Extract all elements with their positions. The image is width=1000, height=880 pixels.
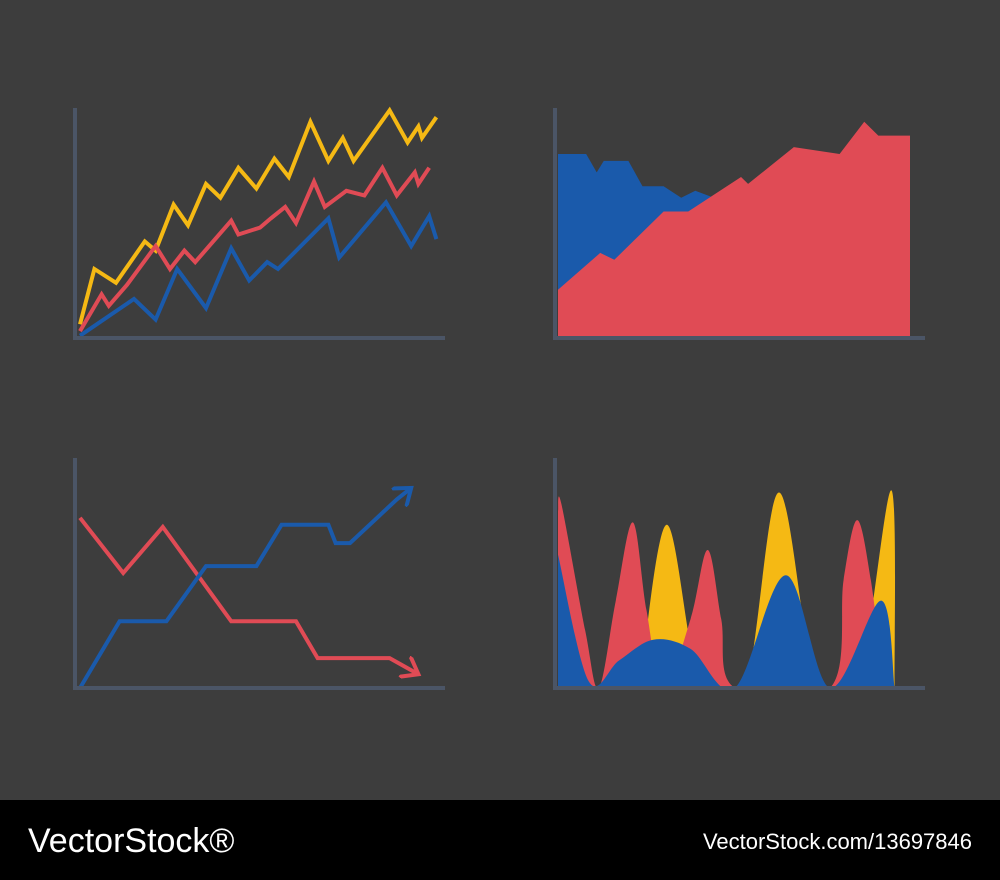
- line: [78, 106, 439, 325]
- plot: [78, 106, 439, 338]
- footer-bar: [0, 800, 1000, 880]
- line: [78, 516, 418, 674]
- chart: [73, 458, 445, 690]
- url: VectorStock.com/13697846: [703, 829, 972, 854]
- area: [558, 496, 885, 688]
- background: [0, 0, 1000, 800]
- chart: [553, 108, 925, 340]
- brand: VectorStock®: [28, 822, 234, 860]
- line: [78, 198, 439, 338]
- chart: [553, 458, 925, 690]
- plot: [558, 121, 910, 338]
- charts: [73, 106, 925, 690]
- area: [558, 554, 895, 688]
- area: [558, 121, 910, 338]
- plot: [558, 490, 896, 688]
- area: [639, 490, 896, 688]
- line: [78, 163, 431, 333]
- line: [78, 488, 411, 690]
- chart: [73, 106, 445, 340]
